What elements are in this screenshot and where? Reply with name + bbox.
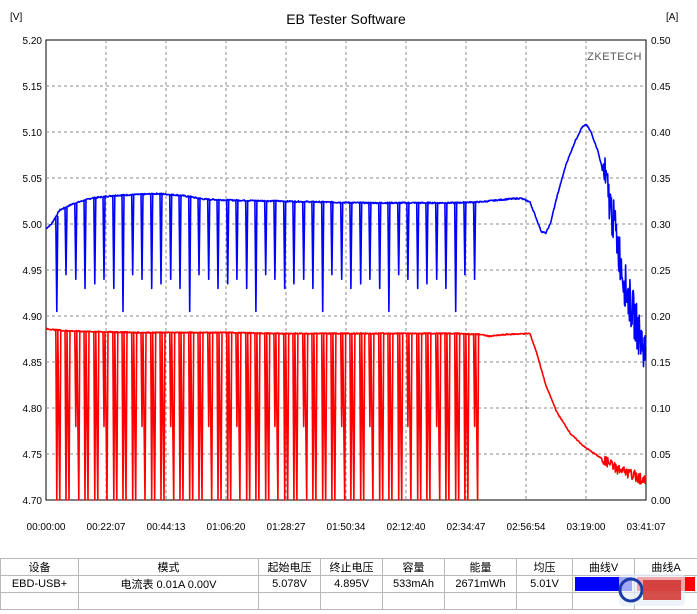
chart-title: EB Tester Software xyxy=(286,11,406,27)
voltage-series-line xyxy=(45,123,647,368)
right-tick-label: 0.05 xyxy=(651,450,671,461)
right-tick-label: 0.25 xyxy=(651,266,671,277)
left-tick-label: 5.00 xyxy=(23,220,43,231)
table-row[interactable]: EBD-USB+ 电流表 0.01A 0.00V 5.078V 4.895V 5… xyxy=(0,575,697,593)
x-tick-label: 00:44:13 xyxy=(147,522,186,533)
x-tick-label: 01:50:34 xyxy=(327,522,366,533)
x-tick-label: 02:56:54 xyxy=(507,522,546,533)
x-axis-ticks: 00:00:00 00:22:07 00:44:13 01:06:20 01:28:27… xyxy=(27,522,666,533)
logo-icon xyxy=(618,574,685,606)
x-tick-label: 00:00:00 xyxy=(27,522,66,533)
x-tick-label: 02:12:40 xyxy=(387,522,426,533)
right-tick-label: 0.20 xyxy=(651,312,671,323)
x-tick-label: 02:34:47 xyxy=(447,522,486,533)
right-tick-label: 0.50 xyxy=(651,36,671,47)
x-tick-label: 00:22:07 xyxy=(87,522,126,533)
left-tick-label: 5.15 xyxy=(23,82,43,93)
cell-mode: 电流表 0.01A 0.00V xyxy=(78,575,259,593)
x-tick-label: 01:28:27 xyxy=(267,522,306,533)
header-curve-a: 曲线A xyxy=(634,558,697,576)
left-tick-label: 4.95 xyxy=(23,266,43,277)
left-tick-label: 4.90 xyxy=(23,312,43,323)
header-avg-voltage: 均压 xyxy=(516,558,573,576)
right-axis-unit: [A] xyxy=(666,12,678,23)
series-layer xyxy=(45,123,647,501)
cell-avg-voltage: 5.01V xyxy=(516,575,573,593)
table-header-row: 设备 模式 起始电压 终止电压 容量 能量 均压 曲线V 曲线A xyxy=(0,558,697,576)
left-tick-label: 5.10 xyxy=(23,128,43,139)
right-tick-label: 0.15 xyxy=(651,358,671,369)
cell-capacity: 533mAh xyxy=(382,575,445,593)
right-axis-ticks: 0.50 0.45 0.40 0.35 0.30 0.25 0.20 0.15 0.10 0.05… xyxy=(651,36,671,507)
x-tick-label: 03:41:07 xyxy=(627,522,666,533)
left-tick-label: 4.70 xyxy=(23,496,43,507)
cell-device: EBD-USB+ xyxy=(0,575,79,593)
chart: EB Tester Software [V] [A] 5.205.155.105… xyxy=(10,11,678,533)
cell-start-voltage: 5.078V xyxy=(258,575,321,593)
left-tick-label: 4.80 xyxy=(23,404,43,415)
curve-v-color-swatch[interactable] xyxy=(575,577,632,591)
right-tick-label: 0.30 xyxy=(651,220,671,231)
right-tick-label: 0.35 xyxy=(651,174,671,185)
right-tick-label: 0.40 xyxy=(651,128,671,139)
gridlines xyxy=(46,40,646,500)
header-mode: 模式 xyxy=(78,558,259,576)
header-energy: 能量 xyxy=(444,558,517,576)
header-capacity: 容量 xyxy=(382,558,445,576)
status-table: 设备 模式 起始电压 终止电压 容量 能量 均压 曲线V 曲线A EBD-USB… xyxy=(0,558,697,610)
cell-energy: 2671mWh xyxy=(444,575,517,593)
x-tick-label: 03:19:00 xyxy=(567,522,606,533)
header-start-voltage: 起始电压 xyxy=(258,558,321,576)
cell-end-voltage: 4.895V xyxy=(320,575,383,593)
right-tick-label: 0.00 xyxy=(651,496,671,507)
x-tick-label: 01:06:20 xyxy=(207,522,246,533)
header-end-voltage: 终止电压 xyxy=(320,558,383,576)
left-axis-unit: [V] xyxy=(10,12,22,23)
left-tick-label: 4.75 xyxy=(23,450,43,461)
left-tick-label: 5.20 xyxy=(23,36,43,47)
left-axis-ticks: 5.20 5.15 5.10 5.05 5.00 4.95 4.90 4.85 4.80 4.75… xyxy=(23,36,43,507)
left-tick-label: 5.05 xyxy=(23,174,43,185)
right-tick-label: 0.45 xyxy=(651,82,671,93)
watermark: ZKETECH xyxy=(587,51,642,63)
table-empty-row xyxy=(0,592,697,610)
header-device: 设备 xyxy=(0,558,79,576)
right-tick-label: 0.10 xyxy=(651,404,671,415)
left-tick-label: 4.85 xyxy=(23,358,43,369)
current-series-line xyxy=(45,327,647,501)
